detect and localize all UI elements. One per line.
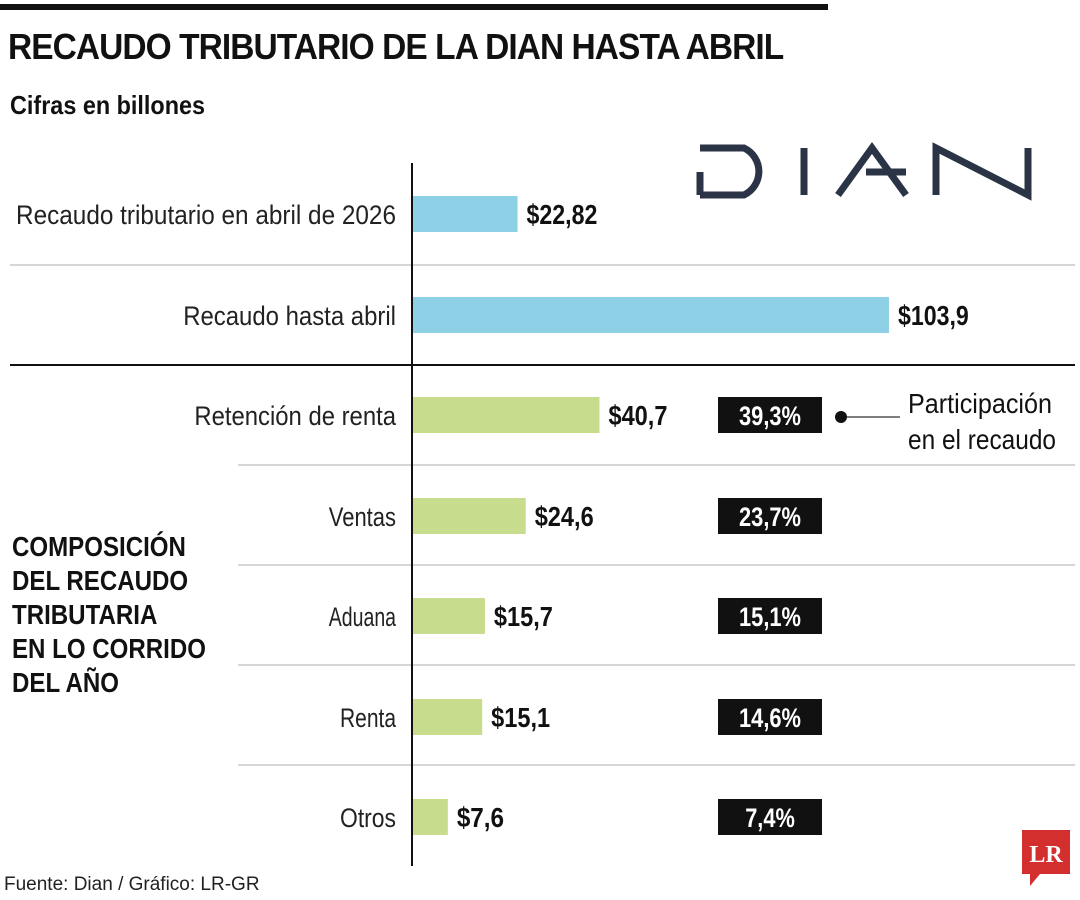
top-rule (0, 4, 828, 10)
share-label: 15,1% (739, 602, 801, 632)
bar (413, 498, 526, 534)
value-label: $40,7 (608, 400, 667, 431)
category-label: Retención de renta (194, 401, 396, 431)
section-label-line: DEL RECAUDO (12, 565, 189, 596)
section-label-line: EN LO CORRIDO (12, 633, 206, 664)
section-label: COMPOSICIÓN DEL RECAUDO TRIBUTARIA EN LO… (12, 530, 206, 700)
bar (413, 297, 889, 333)
share-badge (718, 699, 822, 735)
share-badge (718, 498, 822, 534)
value-label: $15,1 (491, 702, 550, 733)
value-label: $103,9 (898, 300, 969, 331)
chart-title: RECAUDO TRIBUTARIO DE LA DIAN HASTA ABRI… (8, 26, 784, 67)
bar (413, 598, 485, 634)
legend-note-line: en el recaudo (908, 424, 1056, 455)
category-label: Aduana (329, 602, 397, 632)
legend-note-line: Participación (908, 388, 1052, 419)
category-label: Recaudo tributario en abril de 2026 (16, 200, 396, 230)
share-label: 7,4% (745, 803, 795, 833)
section-label-line: TRIBUTARIA (12, 599, 158, 630)
share-badge (718, 397, 822, 433)
bar (413, 397, 600, 433)
share-badge (718, 598, 822, 634)
lr-logo: LR (1022, 830, 1070, 886)
legend-dot (835, 411, 847, 423)
chart-subtitle: Cifras en billones (10, 90, 206, 120)
value-label: $24,6 (535, 501, 594, 532)
share-badge (718, 799, 822, 835)
category-label: Recaudo hasta abril (183, 301, 396, 331)
value-label: $7,6 (457, 802, 504, 833)
section-label-line: DEL AÑO (12, 667, 120, 698)
bar (413, 196, 518, 232)
source-note: Fuente: Dian / Gráfico: LR-GR (4, 874, 260, 895)
share-label: 14,6% (739, 703, 801, 733)
lr-logo-text: LR (1029, 842, 1063, 868)
category-label: Ventas (329, 502, 396, 532)
category-label: Renta (340, 703, 397, 733)
section-label-line: COMPOSICIÓN (12, 531, 186, 562)
bar (413, 699, 483, 735)
value-label: $22,82 (527, 199, 598, 230)
value-label: $15,7 (494, 601, 553, 632)
category-label: Otros (340, 803, 396, 833)
dian-logo (696, 142, 1032, 201)
share-label: 39,3% (739, 401, 801, 431)
share-label: 23,7% (739, 502, 801, 532)
bar (413, 799, 448, 835)
